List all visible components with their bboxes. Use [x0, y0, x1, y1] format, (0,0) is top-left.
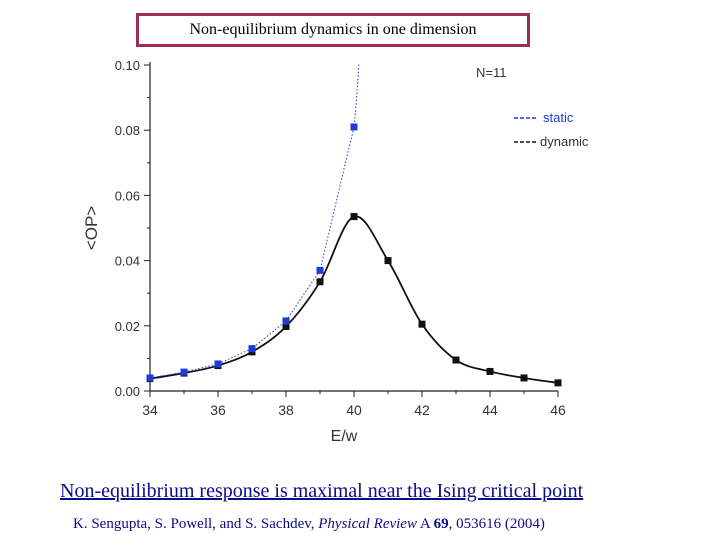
dynamic-curve [149, 215, 559, 384]
dynamic-point [282, 322, 290, 330]
static-point [180, 368, 188, 376]
citation-series: A [416, 516, 434, 532]
static-point [248, 345, 256, 353]
slide-caption: Non-equilibrium response is maximal near… [60, 480, 584, 502]
y-tick-label: 0.00 [115, 384, 140, 399]
y-tick-label: 0.04 [115, 254, 140, 269]
citation-journal: Physical Review [318, 516, 417, 532]
dynamic-point [520, 374, 528, 382]
y-axis-label: <OP> [82, 206, 101, 250]
n-annotation: N=11 [476, 65, 506, 80]
x-tick-label: 46 [550, 402, 566, 418]
chart: 34 36 38 40 42 44 46 0.00 0.02 0.04 0.06 0.08 0.10 E/… [82, 58, 589, 445]
x-tick-label: 34 [142, 402, 158, 418]
static-point [146, 374, 154, 382]
citation-rest: , 053616 (2004) [448, 516, 545, 532]
dynamic-point [316, 278, 324, 286]
legend-static-label: static [543, 110, 574, 125]
legend-dynamic-label: dynamic [540, 134, 589, 149]
y-tick-label: 0.08 [115, 123, 140, 138]
x-tick-label: 44 [482, 402, 498, 418]
citation: K. Sengupta, S. Powell, and S. Sachdev, … [73, 516, 545, 533]
x-tick-label: 40 [346, 402, 362, 418]
y-tick-label: 0.10 [115, 58, 140, 73]
slide-title: Non-equilibrium dynamics in one dimensio… [136, 13, 530, 47]
dynamic-point [554, 379, 562, 387]
dynamic-point [350, 213, 358, 221]
static-point [282, 317, 290, 325]
y-tick-label: 0.06 [115, 188, 140, 203]
static-point [316, 266, 324, 274]
dynamic-point [384, 257, 392, 265]
x-axis-label: E/w [331, 428, 358, 445]
slide-title-text: Non-equilibrium dynamics in one dimensio… [189, 21, 477, 38]
y-tick-label: 0.02 [115, 319, 140, 334]
dynamic-point [418, 320, 426, 328]
static-curve [149, 62, 360, 379]
dynamic-point [452, 356, 460, 364]
x-tick-label: 42 [414, 402, 430, 418]
x-tick-label: 36 [210, 402, 226, 418]
citation-volume: 69 [433, 516, 449, 532]
x-tick-label: 38 [278, 402, 294, 418]
dynamic-point [486, 367, 494, 375]
citation-authors: K. Sengupta, S. Powell, and S. Sachdev, [73, 516, 319, 532]
static-point [350, 123, 358, 131]
static-point [214, 360, 222, 368]
